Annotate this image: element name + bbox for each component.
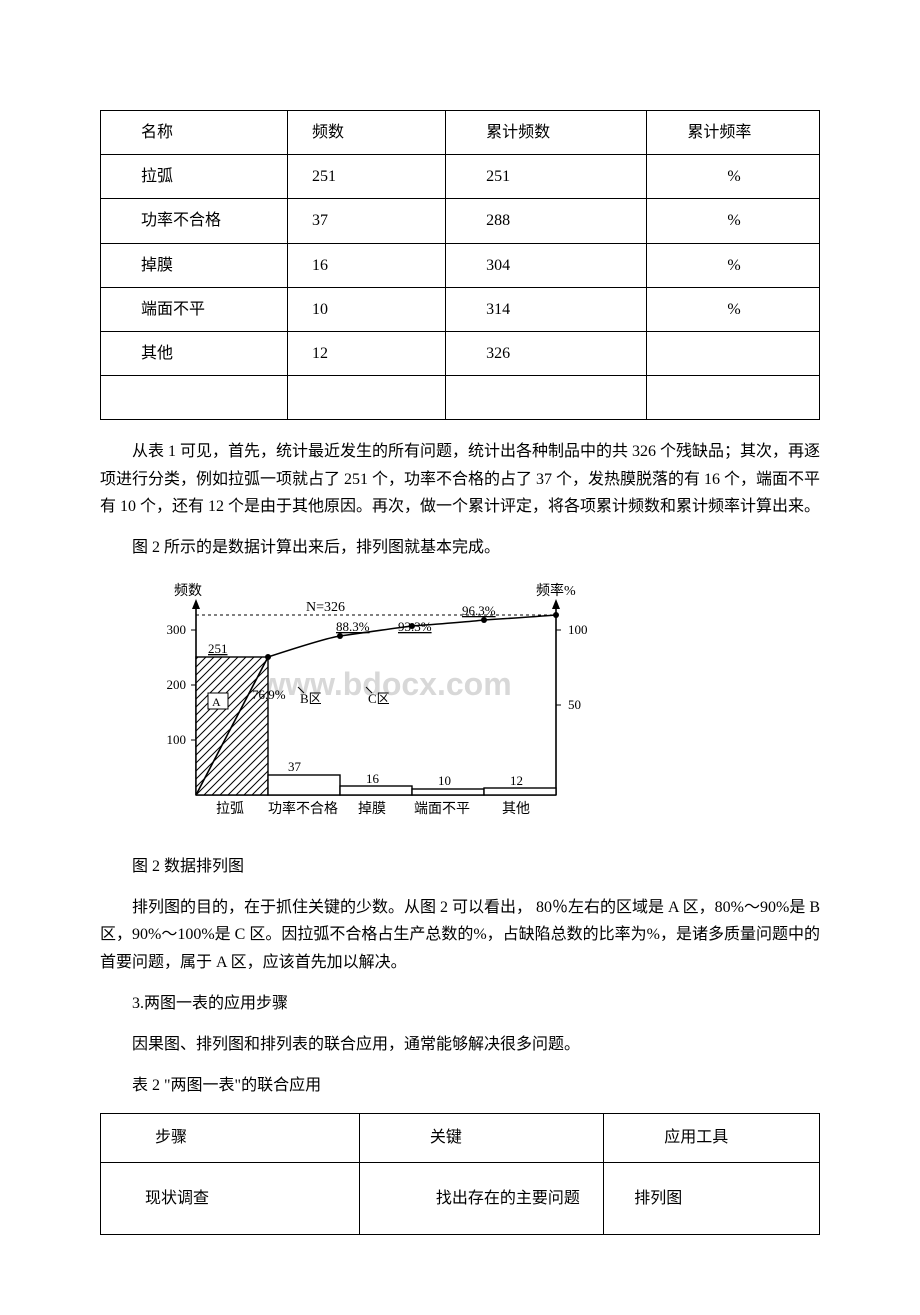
svg-text:12: 12 [510, 773, 523, 788]
cell: 排列图 [604, 1162, 820, 1234]
svg-text:37: 37 [288, 759, 302, 774]
svg-text:端面不平: 端面不平 [414, 801, 470, 817]
svg-text:功率不合格: 功率不合格 [268, 800, 338, 817]
table-row: 现状调查 找出存在的主要问题 排列图 [101, 1162, 820, 1234]
cell: 326 [446, 331, 647, 375]
table-title: 表 2 "两图一表"的联合应用 [100, 1072, 820, 1099]
cell: 掉膜 [101, 243, 288, 287]
cell [647, 331, 820, 375]
cell [647, 376, 820, 420]
table-row: 名称 频数 累计频数 累计频率 [101, 111, 820, 155]
col-header: 应用工具 [604, 1114, 820, 1162]
paragraph: 排列图的目的，在于抓住关键的少数。从图 2 可以看出， 80％左右的区域是 A … [100, 894, 820, 976]
table-row: 步骤 关键 应用工具 [101, 1114, 820, 1162]
svg-text:其他: 其他 [502, 801, 530, 817]
cell: % [647, 243, 820, 287]
svg-text:50: 50 [568, 697, 581, 712]
table-row [101, 376, 820, 420]
cell: % [647, 155, 820, 199]
svg-text:96.3%: 96.3% [462, 603, 496, 618]
svg-text:100: 100 [568, 622, 588, 637]
svg-text:300: 300 [167, 622, 187, 637]
col-header: 频数 [287, 111, 445, 155]
cell [287, 376, 445, 420]
svg-text:掉膜: 掉膜 [358, 801, 386, 817]
cell: 288 [446, 199, 647, 243]
pareto-chart-svg: www.bdocx.com 100 200 300 5 [136, 575, 596, 845]
bars: 251 A 37 16 10 12 [196, 641, 556, 795]
svg-text:频率%: 频率% [536, 582, 576, 599]
cell: 314 [446, 287, 647, 331]
paragraph: 因果图、排列图和排列表的联合应用，通常能够解决很多问题。 [100, 1031, 820, 1058]
col-header: 名称 [101, 111, 288, 155]
col-header: 步骤 [101, 1114, 360, 1162]
svg-text:200: 200 [167, 677, 187, 692]
cell: 251 [287, 155, 445, 199]
svg-text:C区: C区 [368, 691, 390, 706]
table-row: 拉弧 251 251 % [101, 155, 820, 199]
cell: 12 [287, 331, 445, 375]
cell: 端面不平 [101, 287, 288, 331]
figure-caption: 图 2 数据排列图 [100, 853, 820, 880]
svg-text:N=326: N=326 [306, 600, 345, 615]
cell: % [647, 199, 820, 243]
document-page: 名称 频数 累计频数 累计频率 拉弧 251 251 % 功率不合格 37 28… [0, 0, 920, 1315]
cell: 10 [287, 287, 445, 331]
svg-text:88.3%: 88.3% [336, 619, 370, 634]
svg-text:10: 10 [438, 773, 451, 788]
svg-text:拉弧: 拉弧 [216, 801, 244, 817]
col-header: 关键 [359, 1114, 603, 1162]
svg-text:B区: B区 [300, 691, 322, 706]
col-header: 累计频率 [647, 111, 820, 155]
svg-text:76.9%: 76.9% [252, 687, 286, 702]
cell: 37 [287, 199, 445, 243]
heading: 3.两图一表的应用步骤 [100, 990, 820, 1017]
cell: 拉弧 [101, 155, 288, 199]
svg-text:100: 100 [167, 732, 187, 747]
cell: 304 [446, 243, 647, 287]
table-row: 其他 12 326 [101, 331, 820, 375]
svg-text:频数: 频数 [174, 583, 202, 599]
svg-text:16: 16 [366, 771, 380, 786]
cell: 找出存在的主要问题 [359, 1162, 603, 1234]
cell: 251 [446, 155, 647, 199]
cell: 功率不合格 [101, 199, 288, 243]
cell [446, 376, 647, 420]
paragraph: 从表 1 可见，首先，统计最近发生的所有问题，统计出各种制品中的共 326 个残… [100, 438, 820, 520]
svg-text:93.3%: 93.3% [398, 619, 432, 634]
table-defect-freq: 名称 频数 累计频数 累计频率 拉弧 251 251 % 功率不合格 37 28… [100, 110, 820, 420]
cell: 现状调查 [101, 1162, 360, 1234]
table-row: 掉膜 16 304 % [101, 243, 820, 287]
figure-pareto: www.bdocx.com 100 200 300 5 [136, 575, 820, 845]
table-steps: 步骤 关键 应用工具 现状调查 找出存在的主要问题 排列图 [100, 1113, 820, 1234]
cell: % [647, 287, 820, 331]
svg-text:251: 251 [208, 641, 228, 656]
cell [101, 376, 288, 420]
paragraph: 图 2 所示的是数据计算出来后，排列图就基本完成。 [100, 534, 820, 561]
svg-text:A: A [212, 695, 221, 709]
table-row: 端面不平 10 314 % [101, 287, 820, 331]
cell: 其他 [101, 331, 288, 375]
cell: 16 [287, 243, 445, 287]
table-row: 功率不合格 37 288 % [101, 199, 820, 243]
col-header: 累计频数 [446, 111, 647, 155]
